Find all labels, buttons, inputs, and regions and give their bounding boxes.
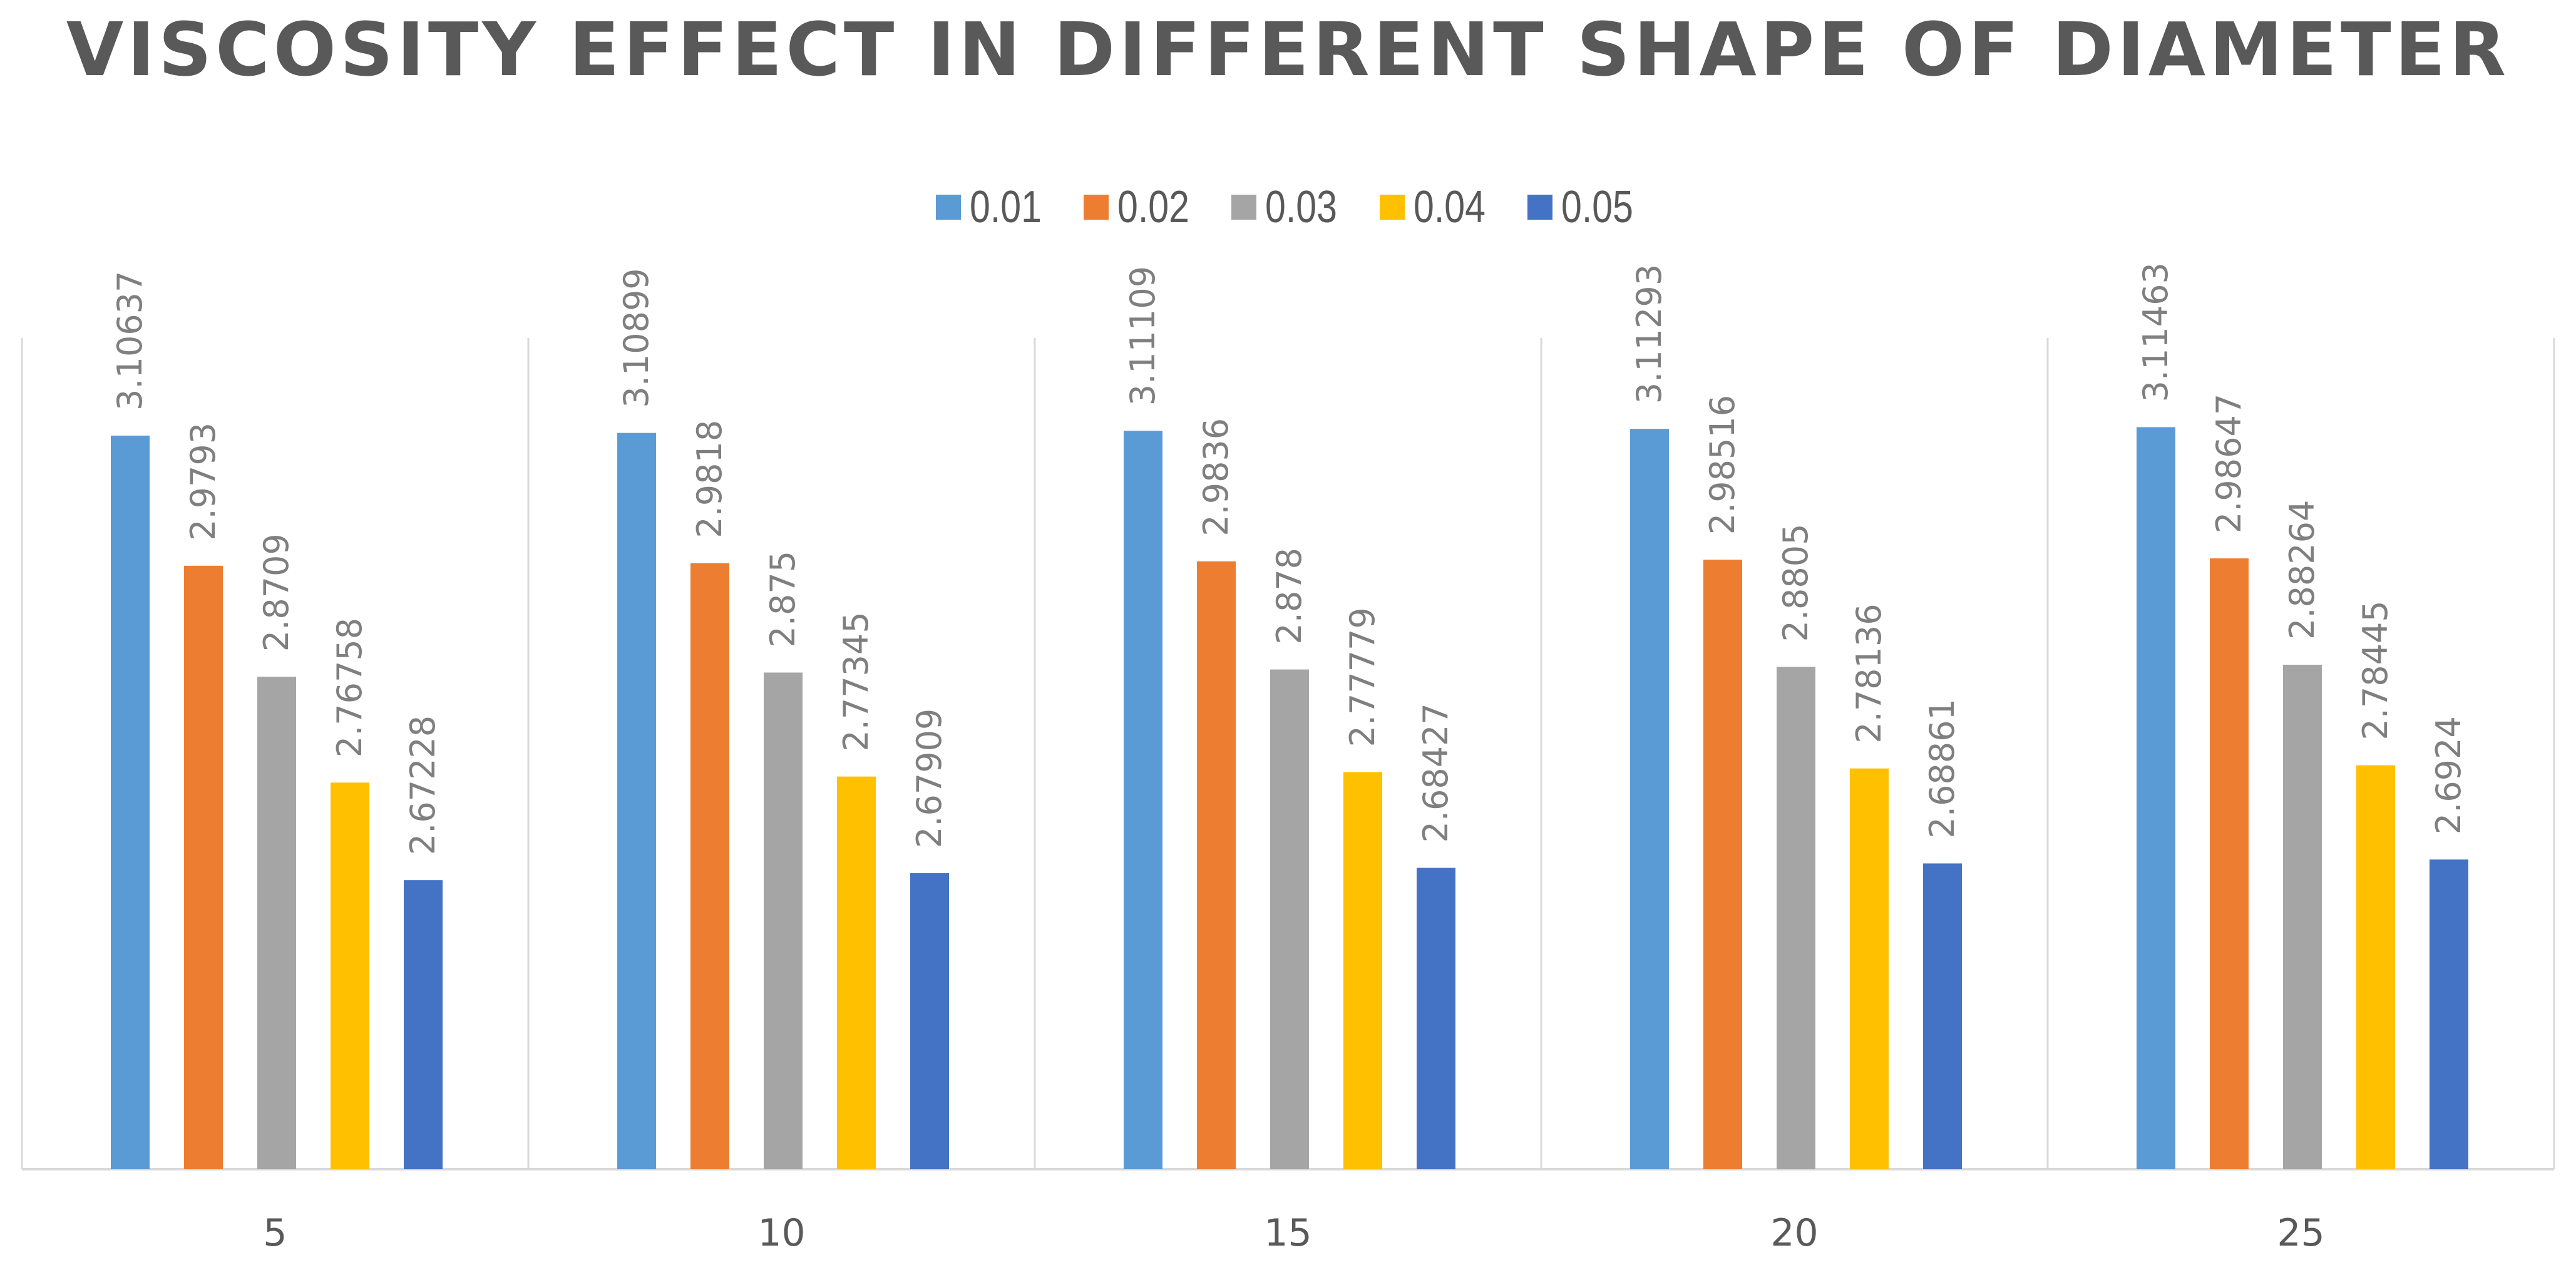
x-tick-label: 10 xyxy=(757,1211,805,1255)
legend-label: 0.02 xyxy=(1117,182,1190,232)
data-label-15-0.03: 2.878 xyxy=(1270,548,1309,645)
bar-25-0.03 xyxy=(2283,664,2322,1169)
bar-10-0.04 xyxy=(837,776,876,1169)
bar-15-0.05 xyxy=(1417,868,1455,1169)
bar-15-0.01 xyxy=(1124,431,1162,1170)
data-label-25-0.05: 2.6924 xyxy=(2429,716,2468,834)
data-label-20-0.03: 2.8805 xyxy=(1776,524,1815,642)
data-label-20-0.05: 2.68861 xyxy=(1922,699,1962,838)
data-label-20-0.02: 2.98516 xyxy=(1703,395,1742,535)
bar-5-0.02 xyxy=(184,565,223,1169)
legend-item-0: 0.01 xyxy=(936,182,1049,233)
legend-item-4: 0.05 xyxy=(1527,182,1640,233)
data-label-25-0.02: 2.98647 xyxy=(2209,394,2249,533)
x-tick-label: 20 xyxy=(1770,1211,1818,1255)
bar-25-0.05 xyxy=(2430,859,2468,1169)
bars-group xyxy=(111,427,2468,1170)
legend-swatch xyxy=(1084,195,1109,220)
bar-20-0.03 xyxy=(1777,667,1815,1169)
data-label-10-0.01: 3.10899 xyxy=(617,268,656,407)
data-label-20-0.01: 3.11293 xyxy=(1629,264,1669,404)
legend-swatch xyxy=(936,195,962,220)
data-label-15-0.05: 2.68427 xyxy=(1416,703,1455,842)
legend-swatch xyxy=(1379,195,1405,220)
category-dividers xyxy=(21,338,2555,1169)
bar-10-0.02 xyxy=(690,563,729,1169)
bar-10-0.03 xyxy=(764,672,803,1169)
legend-label: 0.04 xyxy=(1413,182,1486,232)
legend-label: 0.01 xyxy=(970,182,1042,232)
x-tick-label: 15 xyxy=(1264,1211,1311,1255)
bar-25-0.04 xyxy=(2356,765,2395,1169)
data-label-15-0.01: 3.11109 xyxy=(1123,266,1162,406)
bar-20-0.02 xyxy=(1703,560,1742,1169)
legend-item-1: 0.02 xyxy=(1084,182,1196,233)
data-label-15-0.02: 2.9836 xyxy=(1196,418,1236,536)
bar-15-0.02 xyxy=(1197,561,1236,1169)
legend-item-2: 0.03 xyxy=(1231,182,1344,233)
bar-15-0.03 xyxy=(1270,669,1309,1169)
bar-5-0.03 xyxy=(257,677,296,1169)
legend-swatch xyxy=(1231,195,1257,220)
x-tick-label: 25 xyxy=(2277,1211,2324,1255)
bar-5-0.04 xyxy=(331,782,369,1169)
legend: 0.01 0.02 0.03 0.04 0.05 xyxy=(0,182,2576,233)
bar-10-0.01 xyxy=(617,433,656,1169)
bar-10-0.05 xyxy=(910,873,949,1169)
bar-20-0.01 xyxy=(1630,429,1669,1169)
data-label-5-0.01: 3.10637 xyxy=(110,271,150,411)
data-label-15-0.04: 2.77779 xyxy=(1343,607,1382,747)
data-labels-group: 3.10637 2.9793 2.8709 2.76758 2.67228 3.10899… xyxy=(110,262,2468,855)
bar-20-0.05 xyxy=(1923,863,1962,1169)
x-tick-label: 5 xyxy=(263,1211,287,1255)
legend-item-3: 0.04 xyxy=(1379,182,1492,233)
x-tick-labels-group: 5 10 15 20 25 xyxy=(263,1211,2324,1255)
data-label-10-0.04: 2.77345 xyxy=(836,612,876,751)
bar-25-0.01 xyxy=(2137,427,2175,1169)
data-label-10-0.03: 2.875 xyxy=(763,551,803,648)
data-label-5-0.04: 2.76758 xyxy=(330,618,369,757)
data-label-25-0.04: 2.78445 xyxy=(2356,600,2395,740)
bar-5-0.01 xyxy=(111,435,150,1169)
bar-25-0.02 xyxy=(2210,558,2249,1169)
data-label-10-0.05: 2.67909 xyxy=(910,709,949,848)
data-label-10-0.02: 2.9818 xyxy=(690,420,729,538)
data-label-5-0.03: 2.8709 xyxy=(257,533,296,652)
data-label-25-0.03: 2.88264 xyxy=(2282,500,2322,640)
legend-label: 0.03 xyxy=(1265,182,1338,232)
data-label-5-0.02: 2.9793 xyxy=(183,422,223,541)
chart-title: VISCOSITY EFFECT IN DIFFERENT SHAPE OF D… xyxy=(66,6,2510,93)
bar-15-0.04 xyxy=(1343,772,1382,1169)
legend-label: 0.05 xyxy=(1561,182,1633,232)
data-label-20-0.04: 2.78136 xyxy=(1849,603,1889,743)
bar-20-0.04 xyxy=(1850,768,1889,1169)
data-label-5-0.05: 2.67228 xyxy=(403,715,443,855)
legend-swatch xyxy=(1527,195,1552,220)
data-label-25-0.01: 3.11463 xyxy=(2136,262,2175,402)
bar-5-0.05 xyxy=(404,880,443,1169)
